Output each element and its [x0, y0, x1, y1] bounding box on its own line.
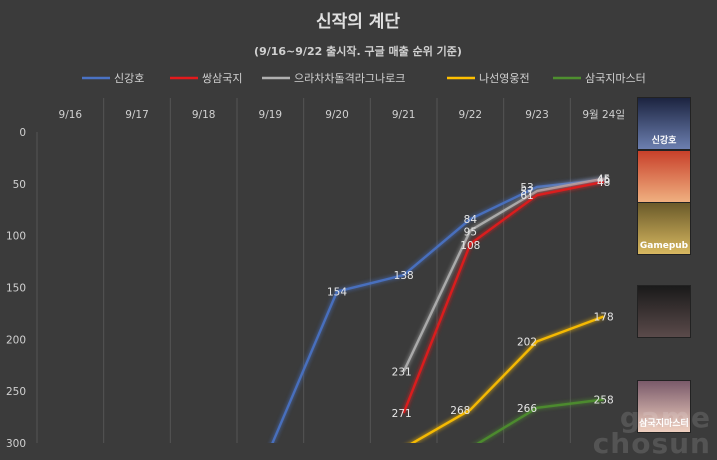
thumbnail-caption: Gamepub — [639, 241, 689, 251]
legend-label: 삼국지마스터 — [585, 72, 646, 85]
y-tick-label: 300 — [6, 438, 26, 450]
y-tick-label: 50 — [13, 179, 26, 191]
game-thumbnail — [637, 150, 691, 203]
data-label: 57 — [520, 186, 533, 198]
legend-label: 신강호 — [114, 72, 144, 85]
data-label: 266 — [517, 403, 537, 415]
data-label: 138 — [394, 270, 414, 282]
data-label: 178 — [594, 312, 614, 324]
thumbnail-caption: 삼국지마스터 — [639, 419, 689, 429]
game-thumbnail: 신강호 — [637, 97, 691, 150]
thumbnail-caption: 신강호 — [651, 136, 677, 146]
series-group — [271, 177, 605, 443]
series-line — [402, 180, 604, 414]
x-tick-label: 9/18 — [192, 109, 216, 121]
series-line — [476, 398, 604, 443]
game-thumbnail — [637, 285, 691, 338]
watermark: game chosun — [592, 401, 711, 460]
data-label: 271 — [392, 408, 412, 420]
legend-label: 쌍삼국지 — [202, 72, 242, 85]
game-thumbnail: Gamepub — [637, 202, 691, 255]
data-label: 268 — [450, 405, 470, 417]
data-label: 258 — [594, 394, 614, 406]
data-label: 48 — [597, 177, 610, 189]
data-label: 154 — [327, 287, 347, 299]
x-tick-label: 9/21 — [392, 109, 416, 121]
series-line — [402, 177, 604, 373]
legend-label: 나선영웅전 — [479, 72, 530, 85]
x-tick-label: 9/20 — [325, 109, 349, 121]
data-label: 231 — [392, 366, 412, 378]
data-label: 61 — [520, 190, 533, 202]
game-thumbnail: 삼국지마스터 — [637, 380, 691, 433]
watermark-line-1: game — [619, 401, 711, 434]
x-tick-label: 9/19 — [259, 109, 283, 121]
series-line — [410, 315, 605, 443]
x-tick-label: 9/17 — [125, 109, 149, 121]
x-tick-label: 9/23 — [525, 109, 549, 121]
x-tick-label: 9/22 — [459, 109, 483, 121]
data-label: 84 — [464, 214, 478, 226]
x-tick-label: 9월 24일 — [582, 108, 625, 121]
data-label: 95 — [464, 226, 477, 238]
data-label: 108 — [460, 240, 480, 252]
y-tick-label: 100 — [6, 231, 26, 243]
x-tick-label: 9/16 — [59, 109, 83, 121]
data-label: 46 — [597, 175, 611, 187]
data-label: 45 — [597, 174, 610, 186]
watermark-line-2: chosun — [592, 427, 711, 460]
chart-title: 신작의 계단 — [316, 12, 400, 32]
y-tick-label: 200 — [6, 334, 26, 346]
data-label: 53 — [520, 182, 533, 194]
y-tick-label: 250 — [6, 386, 26, 398]
series-line — [271, 178, 604, 443]
y-tick-label: 150 — [6, 283, 26, 295]
data-label: 202 — [517, 336, 537, 348]
y-tick-label: 0 — [19, 127, 26, 139]
chart-subtitle: (9/16~9/22 출시작. 구글 매출 순위 기준) — [254, 44, 462, 58]
legend-label: 으라차차돌격라그나로크 — [294, 72, 405, 85]
